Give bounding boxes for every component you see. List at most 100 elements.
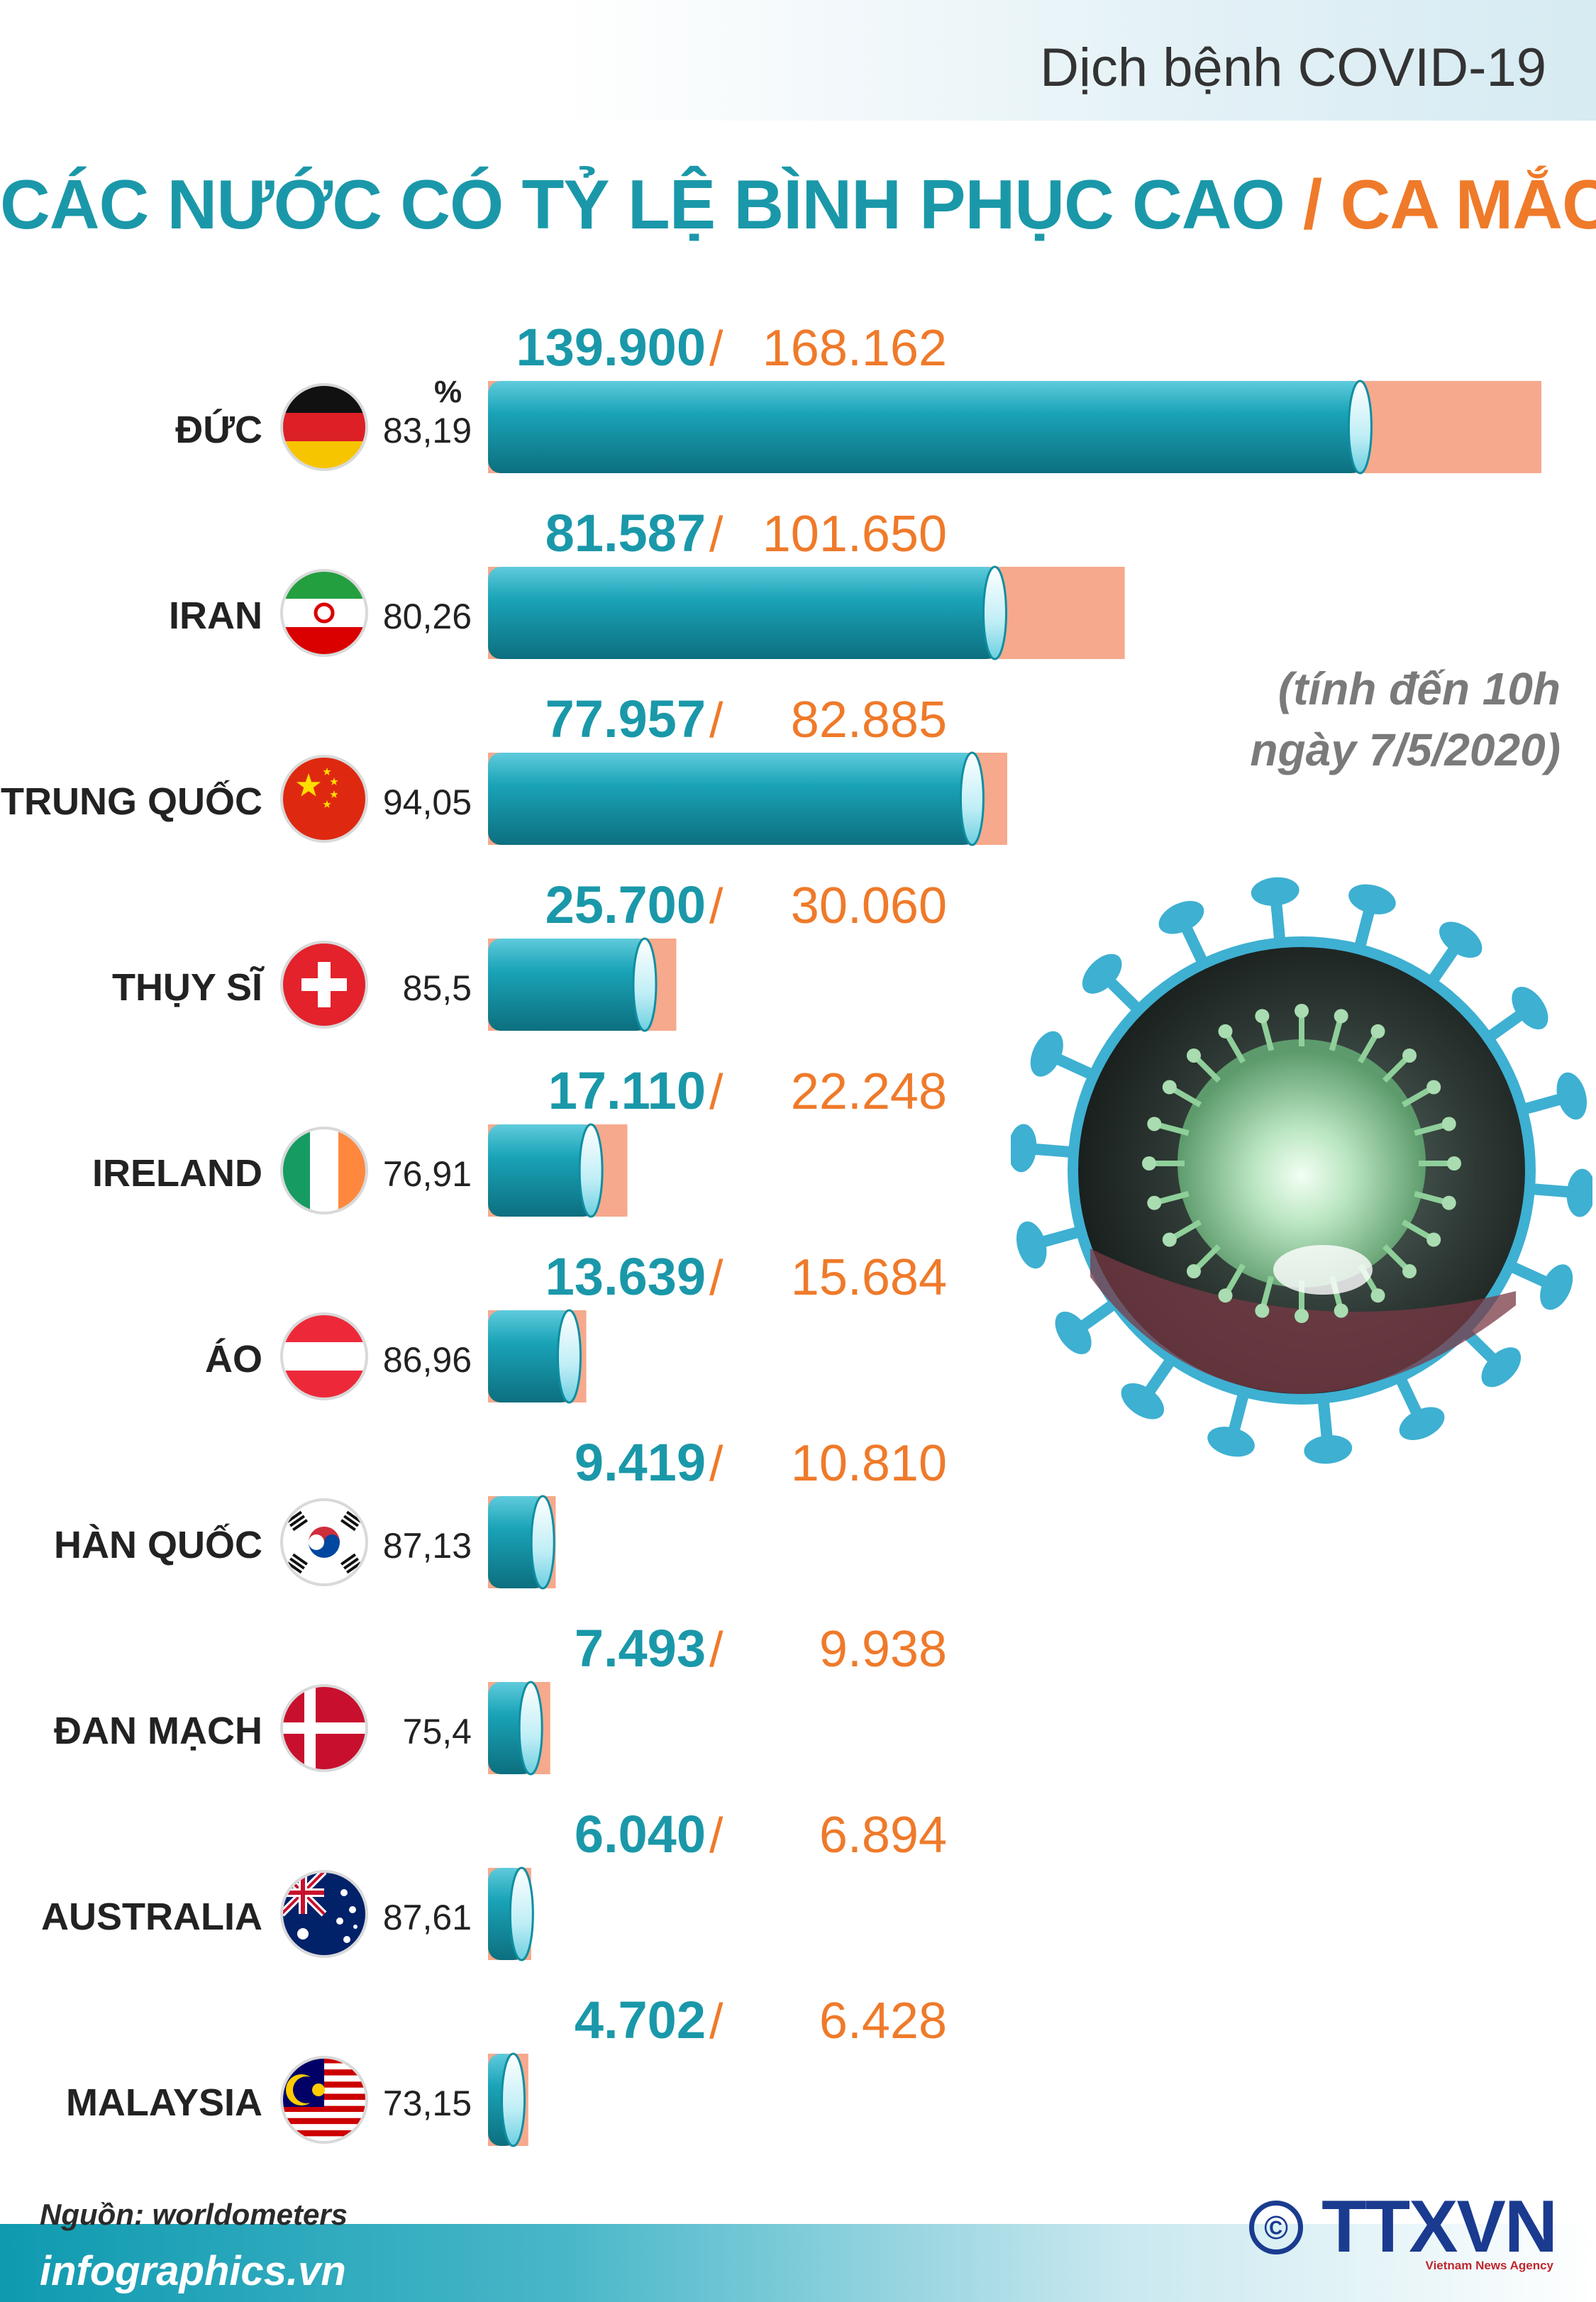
virus-inner-spike-head [1426, 1080, 1441, 1095]
country-label: ĐAN MẠCH [54, 1710, 262, 1752]
virus-inner-spike-head [1218, 1024, 1233, 1039]
recovery-rate-label: 73,15 [383, 2084, 472, 2123]
south-korea-flag [280, 1498, 368, 1586]
virus-spike-head [1399, 1407, 1445, 1440]
iran-flag [280, 569, 368, 657]
recovery-rate-label: 86,96 [383, 1340, 472, 1380]
country-label: TRUNG QUỐC [1, 780, 262, 823]
agency-text: Vietnam News Agency [1425, 2259, 1553, 2272]
virus-inner-spike-head [1402, 1264, 1417, 1279]
cases-value-label: 10.810 [791, 1435, 947, 1492]
malaysia-flag [280, 2056, 368, 2144]
virus-spike-head [1030, 1031, 1063, 1077]
cases-value-label: 6.894 [819, 1807, 947, 1864]
country-label: THỤY SĨ [112, 966, 265, 1009]
virus-inner-spike-head [1147, 1195, 1162, 1210]
country-label: AUSTRALIA [41, 1896, 262, 1938]
recovered-bar-cap [959, 751, 985, 846]
ireland-flag [280, 1127, 368, 1214]
austria-flag [280, 1312, 368, 1400]
cases-value-label: 9.938 [819, 1621, 947, 1678]
title-separator: / [1303, 165, 1322, 243]
virus-inner-spike-head [1186, 1048, 1201, 1063]
virus-spike-head [1540, 1264, 1573, 1310]
topic-label: Dịch bệnh COVID-19 [1040, 38, 1546, 98]
value-separator: / [709, 1064, 724, 1119]
virus-inner-spike-head [1447, 1156, 1461, 1171]
virus-inner-spike-head [1186, 1264, 1201, 1279]
recovered-value-label: 9.419 [575, 1433, 706, 1492]
virus-core [1177, 1039, 1426, 1288]
germany-flag [280, 383, 368, 471]
virus-inner-spike-head [1295, 1309, 1309, 1323]
bottom-banner [0, 2224, 1596, 2302]
china-flag [280, 755, 368, 843]
value-separator: / [709, 507, 724, 562]
australia-flag [280, 1870, 368, 1958]
date-note-line2: ngày 7/5/2020) [1250, 724, 1561, 775]
recovered-bar-cap [501, 2052, 526, 2147]
recovered-bar-cap [982, 565, 1007, 660]
virus-inner-spike-head [1255, 1009, 1270, 1024]
country-label: ĐỨC [175, 409, 262, 451]
virus-inner-spike-head [1334, 1303, 1348, 1318]
value-separator: / [709, 1436, 724, 1491]
recovered-value-label: 7.493 [575, 1619, 706, 1678]
virus-spike-head [1481, 1347, 1522, 1388]
cases-value-label: 22.248 [791, 1063, 947, 1120]
recovered-value-label: 77.957 [545, 690, 706, 748]
recovery-rate-label: 80,26 [383, 597, 472, 636]
virus-inner-spike-head [1147, 1117, 1162, 1131]
value-separator: / [709, 1250, 724, 1305]
cases-value-label: 82.885 [791, 692, 947, 748]
virus-spike-head [1055, 1311, 1092, 1354]
virus-spike-head [1439, 922, 1483, 958]
recovered-bar-cap [556, 1309, 582, 1404]
site-link[interactable]: infographics.vn [40, 2248, 346, 2294]
recovered-bar [488, 1124, 596, 1217]
recovered-value-label: 6.040 [575, 1805, 706, 1864]
source-label: Nguồn: worldometers [40, 2198, 348, 2231]
recovery-rate-label: 87,61 [383, 1898, 472, 1937]
recovery-rate-label: 94,05 [383, 782, 472, 822]
recovered-bar-cap [509, 1866, 534, 1961]
virus-spike-head [1121, 1383, 1165, 1420]
copyright-icon: © [1249, 2200, 1304, 2254]
recovery-rate-label: 85,5 [403, 968, 472, 1008]
recovered-value-label: 13.639 [545, 1247, 706, 1306]
country-label: MALAYSIA [66, 2081, 262, 2124]
recovered-bar [488, 1310, 574, 1402]
virus-spike-head [1082, 953, 1122, 994]
date-note-line1: (tính đến 10h [1278, 663, 1561, 714]
virus-inner-spike-head [1402, 1048, 1417, 1063]
country-label: HÀN QUỐC [54, 1524, 262, 1566]
virus-inner-spike-head [1426, 1232, 1441, 1247]
virus-inner-spike-head [1370, 1288, 1385, 1303]
top-banner [0, 0, 1596, 121]
recovered-bar [488, 567, 999, 659]
logo-text: TTXVN [1321, 2186, 1558, 2268]
virus-inner-spike-head [1441, 1117, 1456, 1131]
recovery-rate-label: 76,91 [383, 1154, 472, 1194]
virus-spike-head [1512, 987, 1548, 1030]
recovered-bar-cap [518, 1681, 543, 1776]
cases-value-label: 30.060 [791, 878, 947, 934]
recovered-bar [488, 939, 649, 1031]
title-cases: CA MẮC [1340, 165, 1596, 243]
recovery-rate-label: 83,19 [383, 411, 472, 450]
virus-inner-spike-head [1334, 1009, 1348, 1024]
virus-spike-head [1348, 884, 1396, 914]
cases-value-label: 15.684 [791, 1249, 947, 1306]
virus-inner-spike-head [1162, 1232, 1177, 1247]
cases-value-label: 168.162 [763, 320, 947, 377]
recovered-value-label: 139.900 [516, 318, 706, 377]
title-recovered: CÁC NƯỚC CÓ TỶ LỆ BÌNH PHỤC CAO [0, 165, 1285, 243]
virus-spike-head [1304, 1435, 1353, 1464]
recovery-rate-label: 75,4 [403, 1712, 472, 1752]
virus-spike-head [1158, 901, 1204, 934]
country-label: ÁO [205, 1338, 262, 1380]
recovered-bar [488, 381, 1365, 473]
virus-spike-head [1207, 1427, 1255, 1457]
virus-inner-spike-head [1441, 1195, 1456, 1210]
